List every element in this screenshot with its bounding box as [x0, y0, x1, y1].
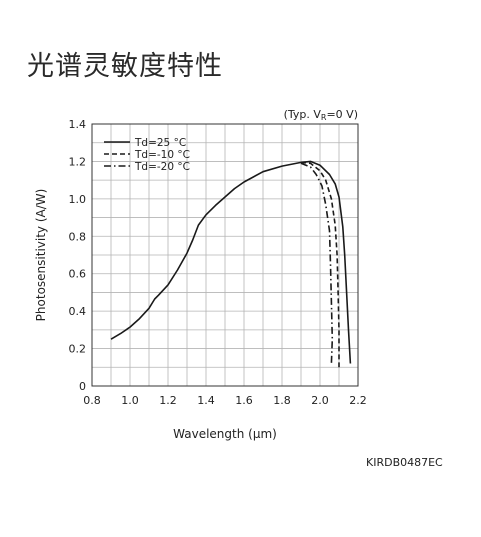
- x-tick-label: 1.6: [235, 394, 253, 407]
- y-axis-label: Photosensitivity (A/W): [34, 189, 48, 322]
- page-title: 光谱灵敏度特性: [27, 51, 223, 82]
- chart-legend: Td=25 °CTd=-10 °CTd=-20 °C: [104, 137, 190, 173]
- y-tick-label: 0.4: [69, 305, 87, 318]
- document-code: KIRDB0487EC: [366, 456, 443, 469]
- legend-label: Td=-20 °C: [134, 161, 190, 173]
- y-tick-label: 0.8: [69, 230, 87, 243]
- series-line-3: [300, 162, 334, 364]
- series-lines: [110, 160, 352, 368]
- x-tick-label: 1.8: [273, 394, 291, 407]
- series-line-1: [110, 160, 352, 364]
- y-tick-label: 1.4: [69, 118, 87, 131]
- legend-label: Td=-10 °C: [134, 149, 190, 161]
- x-tick-label: 1.0: [121, 394, 139, 407]
- x-tick-label: 1.4: [197, 394, 215, 407]
- condition-note: (Typ. VR=0 V): [284, 108, 358, 122]
- y-tick-label: 0.6: [69, 268, 87, 281]
- plot-frame: [91, 123, 359, 387]
- x-tick-label: 1.2: [159, 394, 177, 407]
- x-tick-label: 2.2: [349, 394, 367, 407]
- x-axis-label: Wavelength (μm): [173, 427, 277, 441]
- y-tick-label: 1.2: [69, 155, 87, 168]
- y-tick-label: 0.2: [69, 343, 87, 356]
- x-tick-label: 2.0: [311, 394, 329, 407]
- y-axis-ticks: 0 0.2 0.4 0.6 0.8 1.0 1.2 1.4: [69, 118, 87, 393]
- series-line-2: [300, 161, 340, 368]
- legend-label: Td=25 °C: [134, 137, 186, 149]
- x-axis-ticks: 0.8 1.0 1.2 1.4 1.6 1.8 2.0 2.2: [83, 394, 367, 407]
- x-tick-label: 0.8: [83, 394, 101, 407]
- chart-grid: [92, 124, 358, 386]
- y-tick-label: 1.0: [69, 193, 87, 206]
- y-tick-label: 0: [79, 380, 86, 393]
